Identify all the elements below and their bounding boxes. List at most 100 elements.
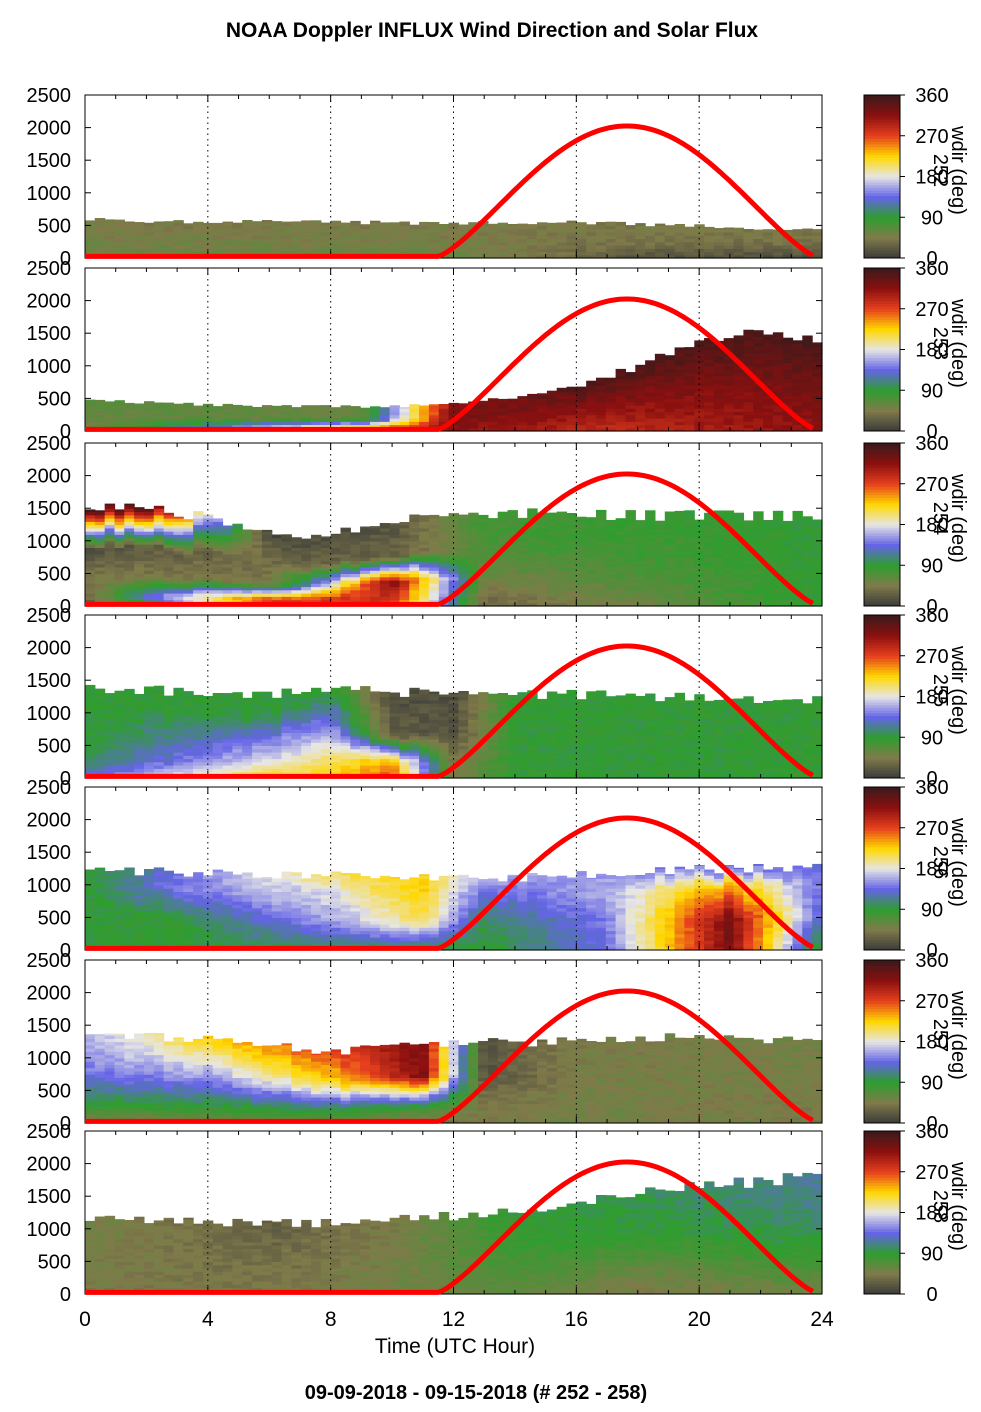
wind-cell — [802, 365, 813, 370]
wind-cell — [733, 251, 744, 256]
wind-cell — [124, 547, 135, 552]
wind-cell — [763, 404, 774, 409]
wind-cell — [409, 524, 420, 529]
wind-cell — [261, 579, 273, 584]
wind-cell — [281, 424, 292, 429]
wind-cell — [625, 427, 636, 432]
wind-cell — [635, 414, 646, 419]
colorbar-segment — [864, 268, 900, 272]
wind-cell — [330, 220, 342, 223]
wind-cell — [605, 382, 617, 386]
wind-cell — [320, 573, 332, 578]
wind-cell — [753, 427, 764, 432]
wind-cell — [478, 238, 489, 243]
wind-cell — [419, 235, 430, 240]
wind-cell — [183, 599, 194, 604]
wind-cell — [114, 225, 125, 230]
wind-cell — [360, 408, 371, 413]
wind-cell — [615, 573, 626, 578]
wind-cell — [419, 222, 430, 226]
wind-cell — [625, 225, 636, 230]
wind-cell — [330, 414, 342, 419]
wind-cell — [468, 550, 479, 555]
wind-cell — [301, 220, 312, 223]
wind-cell — [605, 602, 617, 607]
wind-cell — [301, 238, 312, 243]
wind-cell — [94, 534, 106, 539]
wind-cell — [733, 336, 744, 341]
wind-cell — [527, 395, 538, 399]
wind-cell — [428, 238, 440, 243]
colorbar-segment — [864, 357, 900, 361]
colorbar-segment — [864, 292, 900, 296]
wind-cell — [242, 534, 253, 539]
wind-cell — [625, 228, 636, 233]
wind-cell — [153, 511, 165, 516]
wind-cell — [163, 228, 174, 233]
wind-cell — [566, 550, 577, 555]
wind-cell — [124, 421, 135, 426]
wind-cell — [428, 248, 440, 253]
colorbar-segment — [864, 392, 900, 397]
wind-cell — [193, 570, 204, 574]
wind-cell — [782, 339, 794, 344]
wind-cell — [212, 418, 224, 422]
wind-cell — [704, 228, 715, 233]
wind-cell — [409, 418, 420, 422]
wind-cell — [537, 251, 548, 256]
wind-cell — [134, 527, 145, 532]
wind-cell — [586, 524, 597, 529]
wind-cell — [635, 238, 646, 243]
wind-cell — [389, 547, 400, 552]
wind-cell — [114, 245, 125, 249]
wind-cell — [497, 553, 509, 558]
wind-cell — [114, 540, 125, 545]
wind-cell — [242, 529, 253, 532]
wind-cell — [792, 238, 803, 243]
wind-cell — [428, 534, 440, 539]
wind-cell — [419, 547, 430, 552]
wind-cell — [635, 527, 646, 532]
wind-cell — [713, 427, 725, 432]
wind-cell — [104, 576, 116, 581]
wind-cell — [556, 231, 568, 236]
wind-cell — [605, 520, 617, 522]
wind-cell — [635, 576, 646, 581]
wind-cell — [645, 408, 656, 413]
wind-cell — [713, 238, 725, 243]
wind-cell — [802, 427, 813, 432]
wind-cell — [281, 222, 292, 226]
wind-cell — [212, 537, 224, 542]
wind-cell — [428, 563, 440, 568]
wind-cell — [605, 553, 617, 558]
wind-cell — [163, 221, 174, 223]
wind-cell — [645, 531, 656, 535]
wind-cell — [94, 228, 106, 233]
wind-cell — [85, 220, 96, 223]
wind-cell — [763, 248, 774, 253]
wind-cell — [281, 570, 292, 574]
wind-cell — [635, 375, 646, 380]
wind-cell — [222, 576, 233, 581]
wind-cell — [428, 251, 440, 256]
wind-cell — [458, 404, 469, 409]
wind-cell — [252, 563, 263, 568]
wind-cell — [330, 238, 342, 243]
wind-cell — [635, 388, 646, 393]
wind-cell — [713, 251, 725, 256]
wind-cell — [556, 527, 568, 532]
wind-cell — [478, 557, 489, 561]
wind-cell — [743, 391, 754, 396]
wind-cell — [507, 589, 518, 594]
wind-cell — [261, 599, 273, 604]
wind-cell — [281, 418, 292, 422]
wind-cell — [487, 408, 499, 413]
wind-cell — [301, 583, 312, 588]
colorbar-segment — [864, 157, 900, 161]
wind-cell — [360, 540, 371, 545]
wind-cell — [743, 520, 754, 522]
colorbar-segment — [864, 373, 900, 378]
wind-cell — [812, 248, 823, 253]
colorbar-segment — [864, 241, 900, 245]
wind-cell — [517, 557, 528, 561]
